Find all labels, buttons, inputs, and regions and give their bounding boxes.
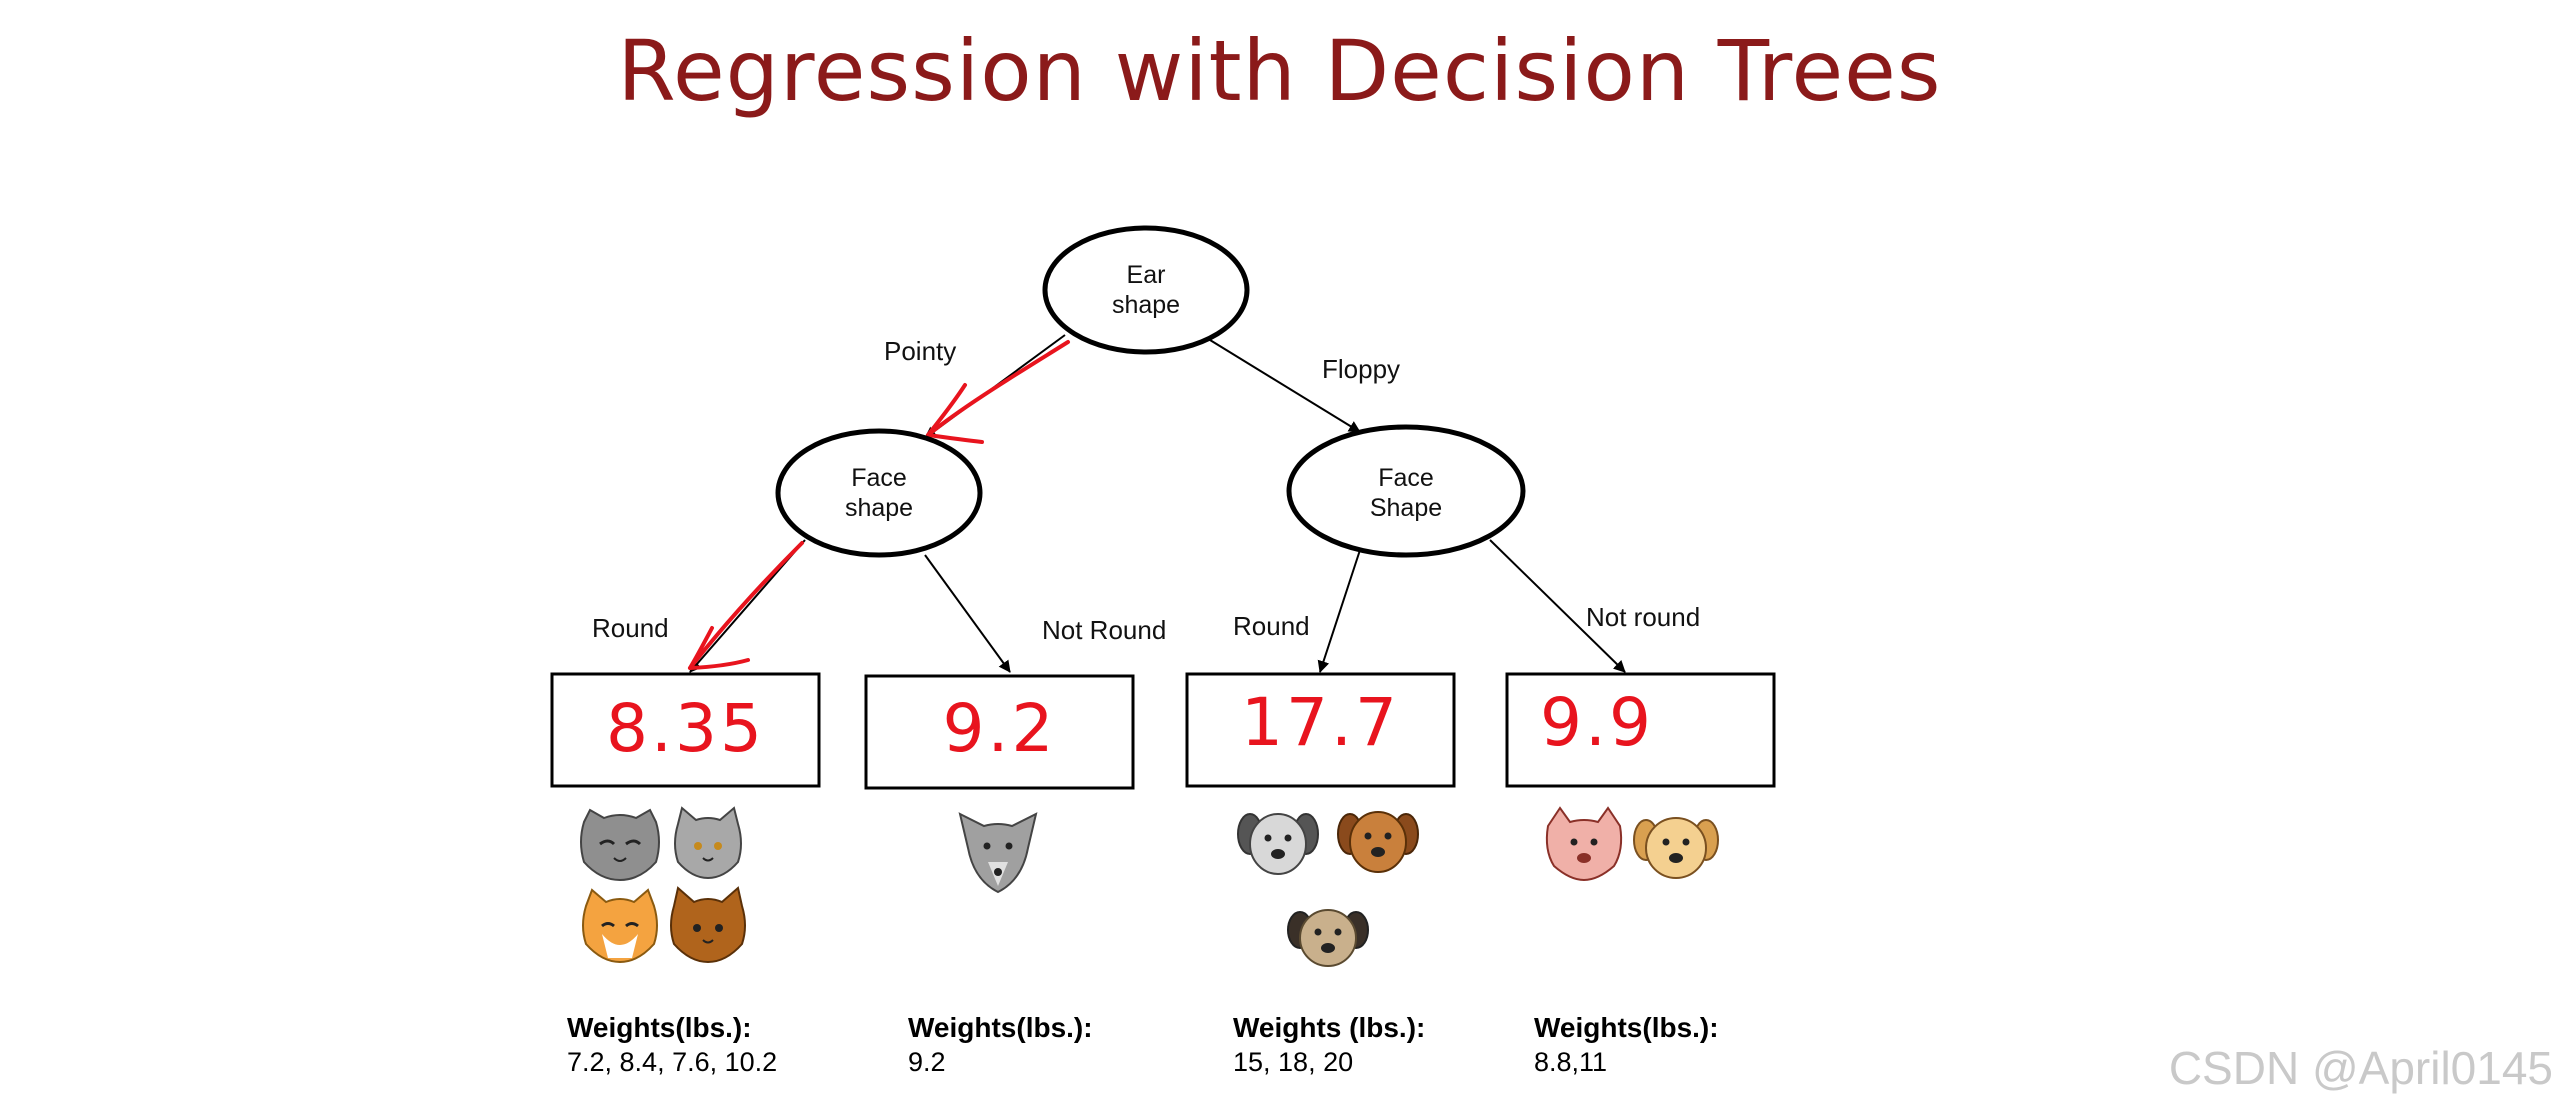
left-node-ellipse bbox=[775, 428, 983, 558]
leaf-box-1 bbox=[550, 672, 821, 788]
tan-dog-icon bbox=[1287, 909, 1369, 967]
edge-label-not-round-left: Not Round bbox=[1042, 615, 1167, 645]
root-node-ellipse bbox=[1042, 225, 1250, 355]
gray-cat-icon bbox=[580, 808, 660, 882]
brown-dog-icon bbox=[1337, 811, 1419, 873]
weights-title-3: Weights (lbs.): bbox=[1233, 1012, 1426, 1043]
weights-title-1: Weights(lbs.): bbox=[567, 1012, 752, 1043]
right-node-label-line1: Face bbox=[1378, 464, 1434, 492]
gray-dog-icon bbox=[1237, 813, 1319, 875]
weights-values-3: 15, 18, 20 bbox=[1233, 1047, 1354, 1077]
right-node-ellipse bbox=[1286, 424, 1526, 558]
root-node-label-line2: shape bbox=[1111, 291, 1181, 319]
edge-label-not-round-right: Not round bbox=[1586, 602, 1701, 632]
weights-values-4: 8.8,11 bbox=[1534, 1047, 1608, 1077]
watermark: CSDN @April0145 bbox=[2168, 1042, 2553, 1094]
edge-right-to-leaf3 bbox=[1317, 549, 1361, 673]
root-node-label-line1: Ear bbox=[1126, 261, 1166, 289]
edge-root-to-right bbox=[1209, 339, 1361, 433]
leaf-box-3 bbox=[1185, 672, 1456, 788]
left-node-label-line1: Face bbox=[851, 464, 907, 492]
page-title: Regression with Decision Trees bbox=[617, 22, 1942, 120]
red-annotation-arrow-round bbox=[688, 541, 804, 670]
gray-dog-icon bbox=[958, 812, 1038, 894]
right-node-label-line2: Shape bbox=[1369, 494, 1443, 522]
leaf-box-4 bbox=[1505, 672, 1776, 788]
edge-right-to-leaf4 bbox=[1489, 539, 1626, 673]
brown-cat-icon bbox=[670, 886, 746, 964]
leaf-box-2 bbox=[864, 674, 1135, 790]
red-annotation-arrow-pointy bbox=[926, 340, 1070, 444]
right-node-label: Face Shape bbox=[1326, 463, 1486, 523]
pink-dog-icon bbox=[1545, 806, 1623, 882]
edge-label-floppy: Floppy bbox=[1322, 354, 1401, 384]
leaf-value-2: 9.2 bbox=[942, 690, 1057, 767]
leaf-value-3: 17.7 bbox=[1241, 684, 1400, 761]
leaf-value-1: 8.35 bbox=[606, 690, 765, 767]
root-node-label: Ear shape bbox=[1066, 260, 1226, 320]
tan-dog-icon bbox=[1633, 817, 1719, 879]
edge-label-round-left: Round bbox=[592, 613, 669, 643]
weights-title-4: Weights(lbs.): bbox=[1534, 1012, 1719, 1043]
leaf-value-4: 9.9 bbox=[1540, 684, 1654, 761]
weights-values-1: 7.2, 8.4, 7.6, 10.2 bbox=[567, 1047, 778, 1077]
edge-label-round-right: Round bbox=[1233, 611, 1310, 641]
weights-title-2: Weights(lbs.): bbox=[908, 1012, 1093, 1043]
orange-cat-icon bbox=[582, 888, 658, 964]
left-node-label: Face shape bbox=[799, 463, 959, 523]
gray-cat-icon bbox=[674, 806, 742, 880]
edge-left-to-leaf2 bbox=[924, 554, 1011, 673]
edge-label-pointy: Pointy bbox=[884, 336, 957, 366]
left-node-label-line2: shape bbox=[844, 494, 914, 522]
weights-values-2: 9.2 bbox=[908, 1047, 946, 1077]
